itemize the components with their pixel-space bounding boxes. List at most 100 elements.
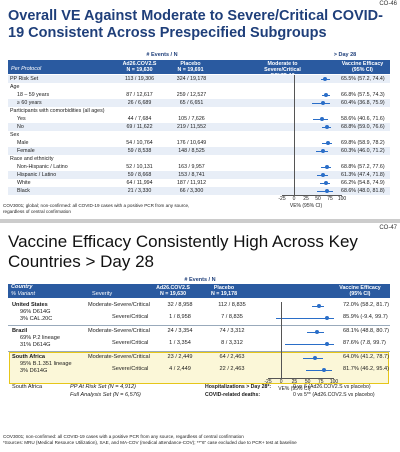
severity-value: Severe/Critical: [112, 340, 149, 346]
slide-tag: CO-46: [379, 1, 397, 7]
header-bar: [8, 284, 390, 298]
x-tick-label: 25: [303, 196, 309, 202]
x-tick-label: 25: [291, 379, 298, 385]
ve-value: 60.4% (36.8, 75.9): [341, 100, 385, 106]
placebo-value: 153 / 8,741: [178, 172, 205, 178]
ve-point: [321, 173, 326, 177]
ve-value: 65.5% (57.2, 74.4): [341, 76, 385, 82]
variant-text: 95% B.1.351 lineage: [20, 361, 72, 367]
ve-value: 68.8% (57.2, 77.6): [341, 164, 385, 170]
ve-point: [322, 368, 327, 372]
ve-point: [325, 165, 330, 169]
ve-value: 85.9% (-9.4, 99.7): [343, 314, 388, 320]
placebo-value: 112 / 8,835: [218, 302, 246, 308]
row-label: Yes: [17, 116, 26, 122]
row-label: Race and ethnicity: [10, 156, 54, 162]
ad26-value: 54 / 10,764: [126, 140, 153, 146]
row-label: Female: [17, 148, 35, 154]
ad26-value: 24 / 3,354: [167, 328, 193, 334]
x-tick-label: 75: [327, 196, 333, 202]
x-tick-label: 50: [304, 379, 311, 385]
x-tick-label: -25: [278, 196, 286, 202]
ve-point: [317, 304, 322, 308]
col-ve-header: Vaccine Efficacy (95% CI): [341, 61, 384, 73]
zero-axis: [281, 302, 283, 378]
country-name: Brazil: [12, 328, 28, 334]
table-row: Non-Hispanic / Latino 52 / 10,131 163 / 9,…: [8, 163, 390, 171]
placebo-value: 148 / 8,525: [178, 148, 205, 154]
placebo-value: 176 / 10,649: [176, 140, 207, 146]
x-tick-label: 100: [329, 379, 339, 385]
slide-countries: CO-47 Vaccine Efficacy Consistently High…: [0, 224, 400, 452]
col-ad26-header: Ad26.COV2.S N = 19,630: [156, 285, 190, 297]
ad26-value: 87 / 12,617: [126, 92, 153, 98]
table-row: PP Risk Set 113 / 19,306 324 / 19,178 65.5%…: [8, 75, 390, 83]
severity-value: Moderate-Severe/Critical: [88, 302, 150, 308]
col-placebo-header: Placebo N = 19,691: [177, 61, 204, 73]
x-tick-label: 0: [292, 196, 296, 202]
slide-separator: [0, 219, 400, 223]
table-row: ≥ 60 years 26 / 6,689 65 / 6,651 60.4% (36.…: [8, 99, 390, 107]
ve-point: [325, 342, 330, 346]
col-placebo-header: Placebo N = 19,178: [210, 285, 238, 297]
ad26-value: 44 / 7,684: [127, 116, 152, 122]
ci-line: [285, 343, 334, 345]
events-header: # Events / N: [146, 52, 178, 58]
x-tick-label: 75: [318, 379, 324, 385]
ve-value: 81.7% (46.2, 95.4): [343, 366, 390, 372]
ve-value: 61.3% (47.4, 71.8): [341, 172, 385, 178]
severity-value: Moderate-Severe/Critical: [88, 328, 150, 334]
placebo-value: 65 / 6,651: [179, 100, 204, 106]
x-tick-label: 0: [279, 379, 283, 385]
severity-value: Moderate-Severe/Critical: [88, 354, 150, 360]
placebo-value: 163 / 9,957: [178, 164, 205, 170]
ve-value: 68.8% (59.0, 76.6): [341, 124, 385, 130]
ve-value: 87.6% (7.8, 99.7): [343, 340, 386, 346]
ve-value: 66.2% (54.8, 74.9): [341, 180, 385, 186]
table-row: White 64 / 11,994 187 / 11,912 66.2% (54.8,…: [8, 179, 390, 187]
row-label: White: [17, 180, 31, 186]
row-label: Sex: [10, 132, 20, 138]
table-row: Yes 44 / 7,684 105 / 7,626 58.6% (40.6, 71.…: [8, 115, 390, 123]
ve-point: [325, 141, 330, 145]
ve-point: [320, 101, 325, 105]
row-divider: [8, 351, 390, 352]
x-axis-line: [268, 378, 334, 379]
ve-point: [324, 316, 329, 320]
x-axis-ticks: -25 0 25 50 75 100: [0, 379, 400, 386]
placebo-value: 66 / 3,300: [179, 188, 204, 194]
ad26-value: 4 / 2,449: [169, 366, 191, 372]
variant-text: 3% D614G: [20, 368, 48, 374]
ve-value: 60.3% (46.0, 71.2): [341, 148, 385, 154]
ve-value: 69.8% (58.9, 78.2): [341, 140, 385, 146]
ad26-value: 23 / 2,449: [167, 354, 193, 360]
col-ve-header: Vaccine Efficacy (95% CI): [339, 285, 381, 297]
row-divider: [8, 325, 390, 326]
country-header: Country: [11, 284, 33, 290]
table-row: Participants with comorbidities (all age…: [8, 107, 390, 115]
table-row: Sex: [8, 131, 390, 139]
placebo-value: 7 / 8,835: [221, 314, 243, 320]
ad26-value: 21 / 3,330: [127, 188, 152, 194]
per-protocol-label: Per Protocol: [11, 66, 42, 72]
ve-point: [325, 125, 330, 129]
ve-value: 68.6% (48.0, 81.8): [341, 188, 385, 194]
ve-point: [324, 189, 329, 193]
sa-summary-hosp: Hospitalizations > Day 28*:: [205, 384, 272, 390]
sa-summary-pp: PP At Risk Set (N = 4,912): [70, 384, 136, 390]
ve-point: [323, 181, 328, 185]
table-row: Hispanic / Latino 59 / 8,668 153 / 8,741 61…: [8, 171, 390, 179]
ve-value: 58.6% (40.6, 71.6): [341, 116, 385, 122]
row-label: Non-Hispanic / Latino: [17, 164, 68, 170]
ci-line: [276, 317, 334, 319]
ve-value: 66.8% (57.5, 74.3): [341, 92, 385, 98]
country-name: South Africa: [12, 354, 46, 360]
variant-text: 69% P.2 lineage: [20, 335, 61, 341]
severity-value: Severe/Critical: [112, 366, 149, 372]
ad26-value: 69 / 11,622: [126, 124, 153, 130]
placebo-value: 187 / 11,912: [176, 180, 207, 186]
table-row: No 69 / 11,622 219 / 11,552 68.8% (59.0, 76…: [8, 123, 390, 131]
variant-text: 96% D614G: [20, 309, 51, 315]
sa-summary-hosp-value: 0 vs 6 (Ad26.COV2.S vs placebo): [293, 384, 371, 390]
ad26-value: 64 / 11,994: [126, 180, 153, 186]
